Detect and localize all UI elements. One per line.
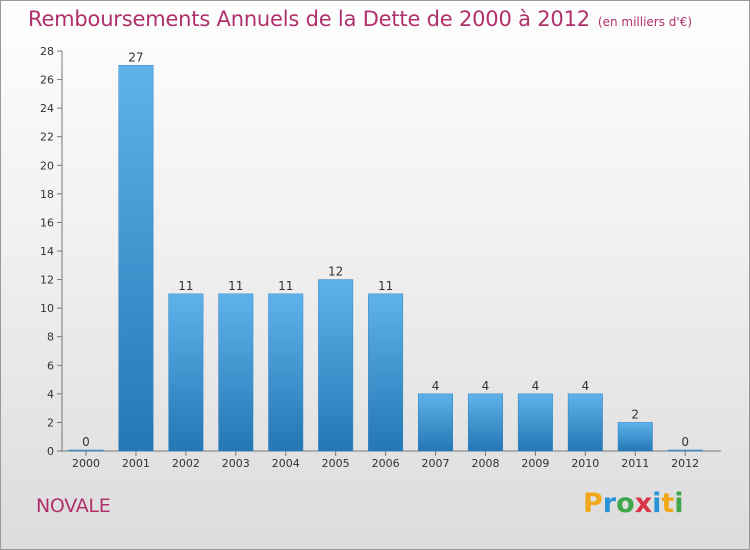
y-tick-label: 28 bbox=[40, 45, 54, 58]
bar-value-label: 4 bbox=[532, 379, 540, 393]
logo-letter: i bbox=[652, 488, 662, 519]
bar-value-label: 4 bbox=[581, 379, 589, 393]
y-tick-label: 10 bbox=[40, 302, 54, 315]
x-tick-label: 2006 bbox=[372, 457, 400, 470]
x-tick-label: 2010 bbox=[571, 457, 599, 470]
y-tick-label: 14 bbox=[40, 245, 54, 258]
x-tick-label: 2003 bbox=[222, 457, 250, 470]
logo-letter: P bbox=[583, 488, 603, 519]
bar-value-label: 12 bbox=[328, 265, 343, 279]
x-tick-label: 2001 bbox=[122, 457, 150, 470]
bar bbox=[517, 393, 553, 452]
y-tick-label: 4 bbox=[47, 388, 54, 401]
y-tick-label: 0 bbox=[47, 445, 54, 458]
bar-value-label: 0 bbox=[82, 435, 90, 449]
bar-value-label: 4 bbox=[432, 379, 440, 393]
y-tick-label: 26 bbox=[40, 74, 54, 87]
x-tick-label: 2009 bbox=[521, 457, 549, 470]
logo-letter: t bbox=[661, 488, 675, 519]
bars bbox=[68, 65, 703, 452]
y-tick-label: 18 bbox=[40, 188, 54, 201]
bar-value-label: 11 bbox=[178, 279, 193, 293]
bar bbox=[418, 393, 453, 452]
x-tick-label: 2011 bbox=[621, 457, 649, 470]
y-tick-label: 20 bbox=[40, 159, 54, 172]
chart-title: Remboursements Annuels de la Dette de 20… bbox=[28, 7, 692, 31]
y-tick-label: 2 bbox=[47, 416, 54, 429]
x-tick-label: 2002 bbox=[172, 457, 200, 470]
bar bbox=[368, 293, 404, 452]
bar bbox=[467, 393, 503, 452]
bar-value-label: 11 bbox=[378, 279, 393, 293]
x-tick-label: 2000 bbox=[72, 457, 100, 470]
x-tick-label: 2007 bbox=[422, 457, 450, 470]
logo-letter: i bbox=[674, 488, 684, 519]
bar-value-label: 11 bbox=[278, 279, 293, 293]
commune-name: NOVALE bbox=[36, 495, 111, 517]
y-tick-label: 12 bbox=[40, 274, 54, 287]
bar bbox=[318, 279, 354, 452]
bar bbox=[617, 422, 653, 452]
bar bbox=[68, 449, 104, 452]
bar bbox=[667, 449, 703, 452]
bar bbox=[268, 293, 304, 452]
x-tick-label: 2005 bbox=[322, 457, 350, 470]
x-tick-label: 2004 bbox=[272, 457, 300, 470]
proxiti-logo: Proxiti bbox=[583, 488, 684, 519]
bar-value-label: 0 bbox=[681, 435, 689, 449]
bar bbox=[218, 293, 254, 452]
bar-value-label: 4 bbox=[482, 379, 490, 393]
bar bbox=[168, 293, 204, 452]
bar bbox=[118, 65, 154, 452]
bar-value-label: 2 bbox=[631, 407, 639, 421]
y-tick-label: 24 bbox=[40, 102, 54, 115]
y-tick-label: 22 bbox=[40, 131, 54, 144]
chart-subtitle: (en milliers d'€) bbox=[597, 15, 693, 29]
bar bbox=[567, 393, 603, 452]
x-ticks: 2000 2001 2002 2003 2004 2005 2006 2007 2008 2009… bbox=[72, 451, 699, 470]
bar-value-label: 11 bbox=[228, 279, 243, 293]
x-tick-label: 2008 bbox=[471, 457, 499, 470]
logo-letter: r bbox=[602, 488, 617, 519]
y-tick-label: 16 bbox=[40, 216, 54, 229]
bar-labels: 0 27 11 11 11 12 11 4 4 4 4 2 0 bbox=[82, 50, 689, 449]
logo-letter: o bbox=[616, 488, 635, 519]
y-tick-label: 8 bbox=[47, 331, 54, 344]
y-tick-label: 6 bbox=[47, 359, 54, 372]
x-tick-label: 2012 bbox=[671, 457, 699, 470]
title-text: Remboursements Annuels de la Dette de 20… bbox=[28, 7, 590, 31]
bar-value-label: 27 bbox=[128, 50, 143, 64]
logo-letter: x bbox=[634, 488, 653, 519]
